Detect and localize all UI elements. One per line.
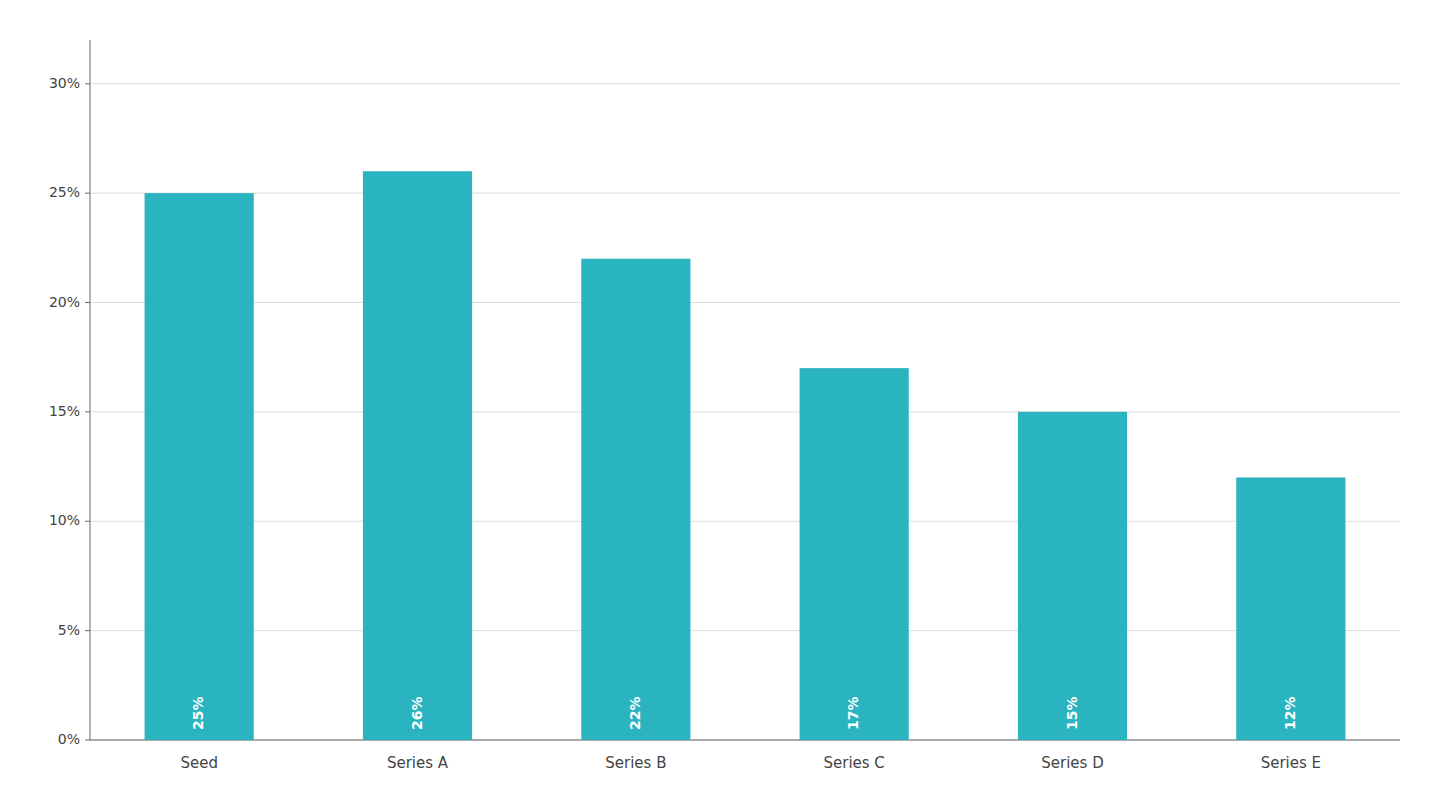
data-label: 15%: [1064, 696, 1080, 730]
bar: [363, 171, 472, 740]
data-label: 12%: [1282, 696, 1298, 730]
y-tick: [85, 193, 90, 194]
data-label: 26%: [409, 696, 425, 730]
y-tick: [85, 302, 90, 303]
bars: [145, 171, 1346, 740]
grid-line: [90, 630, 1400, 631]
grid-line: [90, 83, 1400, 84]
y-tick-label: 10%: [49, 512, 80, 528]
chart-container: 0% 5% 10% 15% 20% 25% 30% 25% 26% 22% 17% 15% 12% See…: [0, 0, 1440, 810]
chart-svg: 0% 5% 10% 15% 20% 25% 30% 25% 26% 22% 17% 15% 12% See…: [0, 0, 1440, 810]
x-tick-label: Series A: [387, 754, 449, 772]
y-tick-label: 0%: [58, 731, 80, 747]
y-tick-label: 20%: [49, 294, 80, 310]
y-tick: [85, 83, 90, 84]
data-label: 17%: [845, 696, 861, 730]
data-label: 22%: [627, 696, 643, 730]
x-tick-label: Seed: [180, 754, 218, 772]
x-axis-line: [90, 740, 1400, 741]
x-tick-label: Series B: [605, 754, 666, 772]
grid-line: [90, 740, 1400, 741]
x-tick-label: Series D: [1041, 754, 1103, 772]
y-tick: [85, 521, 90, 522]
y-tick: [85, 411, 90, 412]
data-labels: 25% 26% 22% 17% 15% 12%: [190, 696, 1298, 730]
x-tick-label: Series C: [823, 754, 884, 772]
x-tick-label: Series E: [1261, 754, 1321, 772]
bar: [1236, 478, 1345, 741]
x-axis: Seed Series A Series B Series C Series D Seri…: [180, 754, 1321, 772]
bar: [581, 259, 690, 740]
grid-line: [90, 302, 1400, 303]
bar: [1018, 412, 1127, 740]
y-axis-line: [90, 40, 91, 740]
y-tick-label: 5%: [58, 622, 80, 638]
bar: [145, 193, 254, 740]
bar: [800, 368, 909, 740]
grid-line: [90, 193, 1400, 194]
y-tick: [85, 740, 90, 741]
y-tick-label: 15%: [49, 403, 80, 419]
y-tick-label: 30%: [49, 75, 80, 91]
y-tick-label: 25%: [49, 184, 80, 200]
grid-line: [90, 521, 1400, 522]
y-axis: 0% 5% 10% 15% 20% 25% 30%: [49, 75, 1400, 747]
grid-line: [90, 411, 1400, 412]
y-tick: [85, 630, 90, 631]
data-label: 25%: [190, 696, 206, 730]
